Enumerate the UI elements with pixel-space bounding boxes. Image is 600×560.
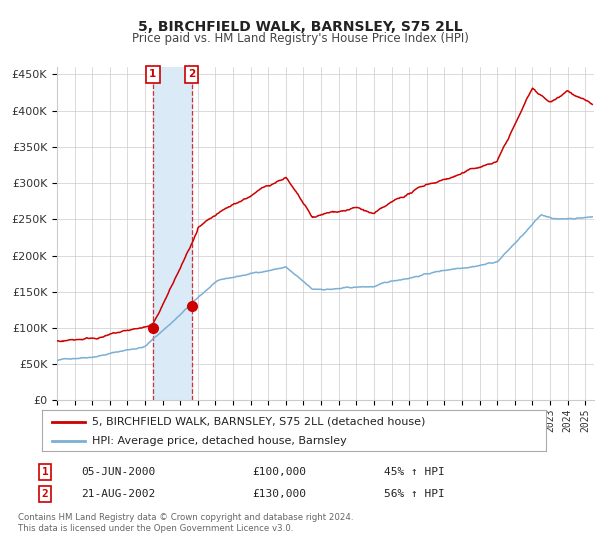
Text: 05-JUN-2000: 05-JUN-2000 xyxy=(81,467,155,477)
Text: £130,000: £130,000 xyxy=(252,489,306,499)
Text: This data is licensed under the Open Government Licence v3.0.: This data is licensed under the Open Gov… xyxy=(18,524,293,533)
Text: 21-AUG-2002: 21-AUG-2002 xyxy=(81,489,155,499)
Text: 56% ↑ HPI: 56% ↑ HPI xyxy=(384,489,445,499)
Text: 5, BIRCHFIELD WALK, BARNSLEY, S75 2LL: 5, BIRCHFIELD WALK, BARNSLEY, S75 2LL xyxy=(137,20,463,34)
Text: 5, BIRCHFIELD WALK, BARNSLEY, S75 2LL (detached house): 5, BIRCHFIELD WALK, BARNSLEY, S75 2LL (d… xyxy=(92,417,426,427)
Text: Contains HM Land Registry data © Crown copyright and database right 2024.: Contains HM Land Registry data © Crown c… xyxy=(18,513,353,522)
Text: HPI: Average price, detached house, Barnsley: HPI: Average price, detached house, Barn… xyxy=(92,436,347,446)
Text: 1: 1 xyxy=(149,69,157,80)
Bar xyxy=(153,67,191,400)
Text: 2: 2 xyxy=(41,489,49,499)
Text: £100,000: £100,000 xyxy=(252,467,306,477)
Text: Price paid vs. HM Land Registry's House Price Index (HPI): Price paid vs. HM Land Registry's House … xyxy=(131,32,469,45)
Text: 2: 2 xyxy=(188,69,195,80)
Text: 45% ↑ HPI: 45% ↑ HPI xyxy=(384,467,445,477)
Text: 1: 1 xyxy=(41,467,49,477)
